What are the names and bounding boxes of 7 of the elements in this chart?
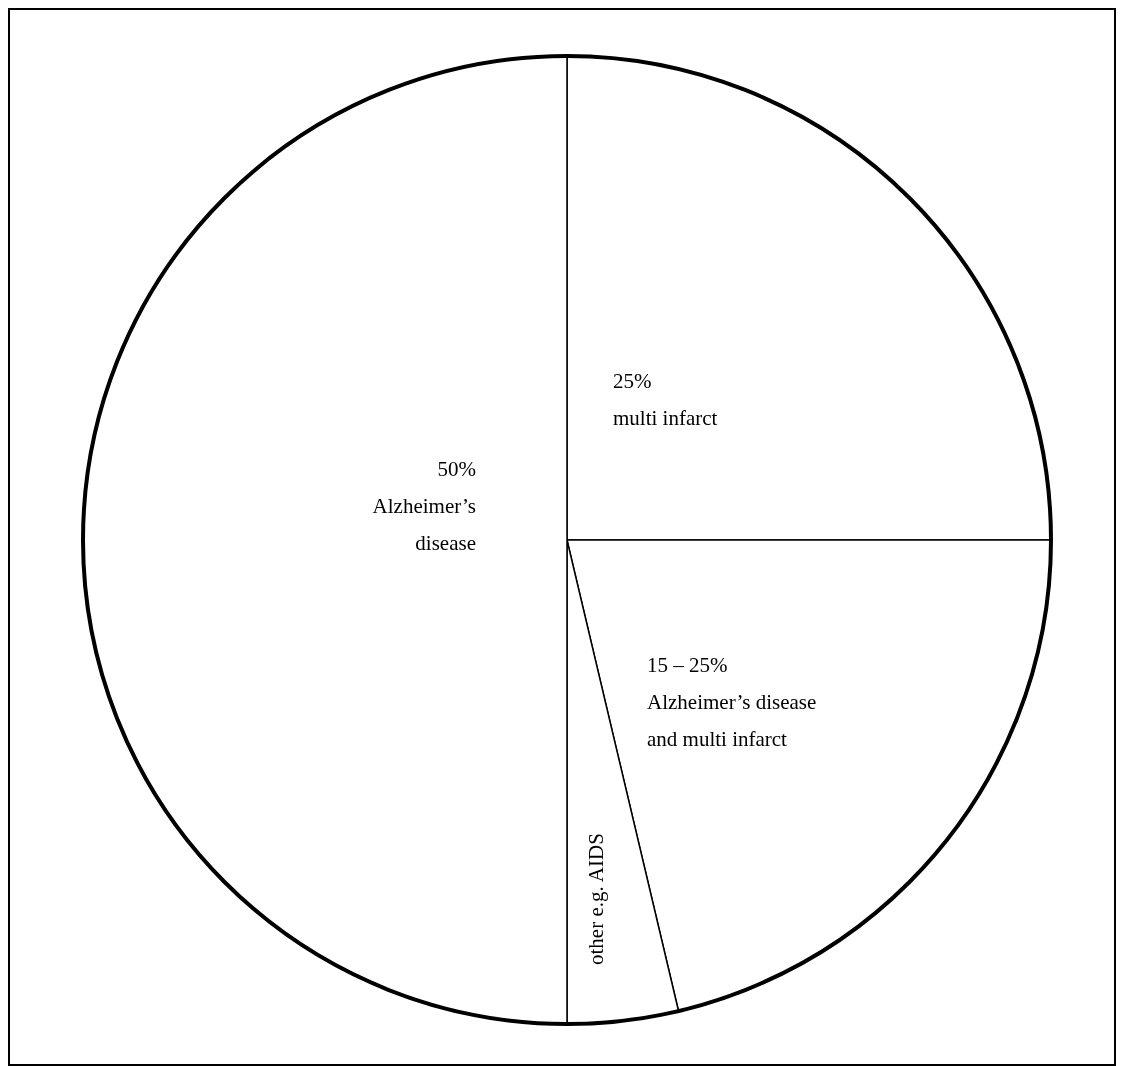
slice-label: other e.g. AIDS: [584, 833, 608, 965]
data-label: 25%: [613, 369, 652, 393]
data-label: 50%: [437, 457, 476, 481]
text: 15 – 25%: [647, 653, 728, 677]
slice-label: multi infarct: [613, 406, 718, 430]
slice-label: Alzheimer’s disease: [372, 494, 476, 555]
slice-label: Alzheimer’s disease and multi infarct: [647, 690, 817, 751]
